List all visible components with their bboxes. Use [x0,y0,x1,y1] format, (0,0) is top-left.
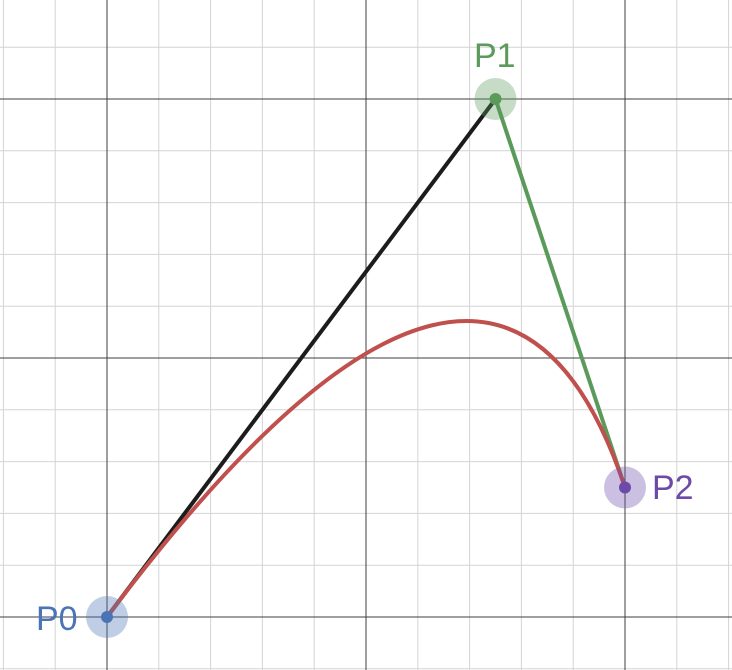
bezier-curve [105,319,627,619]
p2-dot[interactable] [619,481,631,494]
p0-label: P0 [36,600,78,638]
p2-label: P2 [652,469,694,507]
p0-dot[interactable] [101,611,113,623]
segment-p0-p1 [105,97,498,619]
point-p1[interactable] [474,78,517,120]
point-p0[interactable] [86,596,128,638]
p1-dot[interactable] [489,93,502,105]
p1-label: P1 [474,37,516,75]
segment-p1-p2 [493,97,627,490]
point-p2[interactable] [604,466,646,509]
